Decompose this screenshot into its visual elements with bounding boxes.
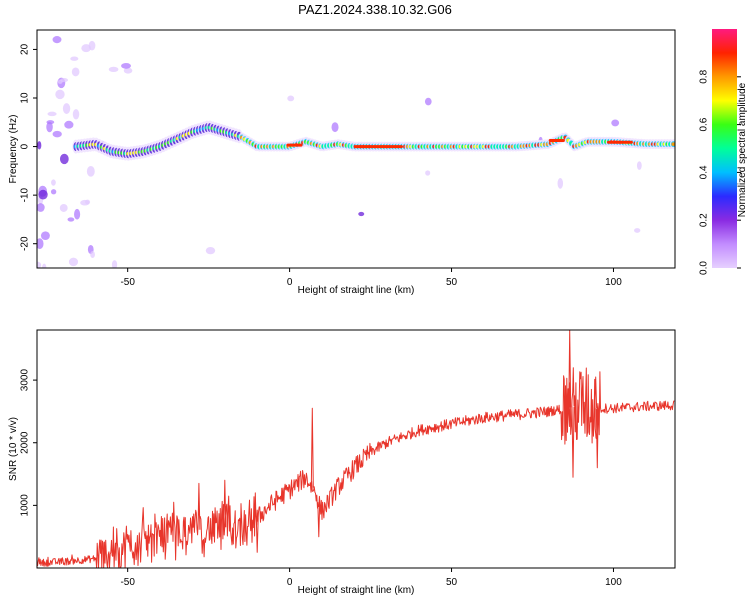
spectrogram-y-axis: -20 -10 0 10 20 — [20, 43, 37, 251]
colorbar-tick-label: 0.6 — [699, 117, 710, 131]
noise-blob — [47, 111, 57, 117]
x-tick-label: -50 — [120, 577, 135, 588]
y-tick-label: 2000 — [20, 431, 31, 454]
colorbar-tick-label: 0.8 — [699, 69, 710, 83]
snr-panel: -50 0 50 100 1000 2000 3000 Height of straigh… — [8, 329, 676, 596]
snr-x-label: Height of straight line (km) — [298, 585, 415, 596]
ridge-peak — [548, 139, 565, 142]
y-tick-label: 1000 — [20, 494, 31, 517]
noise-blob — [46, 120, 55, 125]
noise-blob — [425, 170, 431, 176]
noise-blob — [59, 153, 69, 165]
noise-blob — [64, 120, 74, 129]
figure-title: PAZ1.2024.338.10.32.G06 — [298, 2, 452, 17]
x-tick-label: 50 — [446, 277, 458, 288]
noise-blob — [74, 208, 81, 220]
x-tick-label: 0 — [287, 277, 293, 288]
noise-blob — [50, 189, 57, 195]
noise-blob — [38, 189, 48, 200]
x-tick-label: 0 — [287, 577, 293, 588]
noise-blob — [121, 62, 131, 69]
colorbar: 0.0 0.2 0.4 0.6 0.8 Normalized spectral ampl… — [699, 29, 748, 275]
noise-blob — [611, 119, 620, 127]
snr-background — [37, 330, 675, 568]
noise-blob — [51, 179, 56, 186]
y-tick-label: 10 — [20, 92, 31, 104]
noise-blob — [60, 78, 68, 83]
snr-series-line — [37, 330, 675, 568]
ridge-peak — [354, 145, 403, 149]
noise-blob — [331, 122, 339, 133]
noise-blob — [68, 257, 79, 267]
noise-blob — [52, 130, 62, 138]
noise-blob — [123, 67, 133, 74]
noise-blob — [52, 36, 62, 44]
noise-blob — [205, 246, 216, 255]
noise-blob — [59, 203, 68, 212]
y-tick-label: -20 — [20, 236, 31, 251]
noise-blob — [55, 89, 65, 100]
x-tick-label: 50 — [446, 577, 458, 588]
snr-x-axis: -50 0 50 100 — [120, 568, 622, 588]
noise-blob — [42, 263, 47, 268]
snr-y-axis: 1000 2000 3000 — [20, 369, 37, 517]
snr-y-label: SNR (10 * v/v) — [8, 417, 19, 481]
noise-blob — [86, 165, 95, 177]
spectrogram-heatmap — [37, 36, 675, 268]
x-tick-label: -50 — [120, 277, 135, 288]
noise-blob — [70, 56, 79, 61]
noise-blob — [72, 109, 80, 120]
spectrogram-x-label: Height of straight line (km) — [298, 285, 415, 296]
noise-blob — [90, 251, 95, 258]
colorbar-tick-label: 0.2 — [699, 213, 710, 227]
noise-blob — [424, 97, 432, 106]
spectrogram-y-label: Frequency (Hz) — [8, 115, 19, 184]
ridge-peak — [286, 143, 303, 147]
noise-blob — [71, 67, 80, 77]
y-tick-label: 20 — [20, 43, 31, 55]
noise-blob — [111, 260, 118, 268]
y-tick-label: 3000 — [20, 369, 31, 392]
noise-blob — [287, 95, 295, 102]
colorbar-tick-label: 0.4 — [699, 165, 710, 179]
colorbar-ticks: 0.0 0.2 0.4 0.6 0.8 — [699, 69, 741, 275]
colorbar-tick-label: 0.0 — [699, 261, 710, 275]
spectrogram-x-axis: -50 0 50 100 — [120, 268, 622, 288]
spectrogram-panel: -50 0 50 100 -20 -10 0 10 20 Height of straight… — [8, 29, 676, 296]
noise-blob — [37, 203, 45, 212]
y-tick-label: -10 — [20, 187, 31, 202]
x-tick-label: 100 — [605, 577, 622, 588]
noise-blob — [40, 231, 50, 240]
spectrogram-frame — [36, 29, 676, 269]
noise-blob — [37, 238, 44, 250]
noise-blob — [557, 178, 564, 189]
noise-blob — [46, 121, 53, 133]
noise-blob — [80, 199, 90, 206]
noise-blob — [358, 211, 365, 217]
y-tick-label: 0 — [20, 143, 31, 149]
noise-blob — [67, 217, 75, 222]
noise-blob — [636, 161, 642, 170]
noise-blob — [62, 103, 71, 114]
snr-frame — [36, 329, 676, 569]
noise-blob — [37, 261, 42, 268]
x-tick-label: 100 — [605, 277, 622, 288]
noise-blob — [634, 228, 641, 233]
noise-blob — [108, 66, 119, 72]
noise-blob — [37, 141, 42, 150]
ridge-peak — [606, 140, 633, 144]
noise-blob — [81, 44, 91, 53]
colorbar-gradient — [712, 29, 737, 268]
colorbar-label: Normalized spectral amplitude — [737, 82, 748, 217]
ridge-core — [671, 142, 675, 146]
